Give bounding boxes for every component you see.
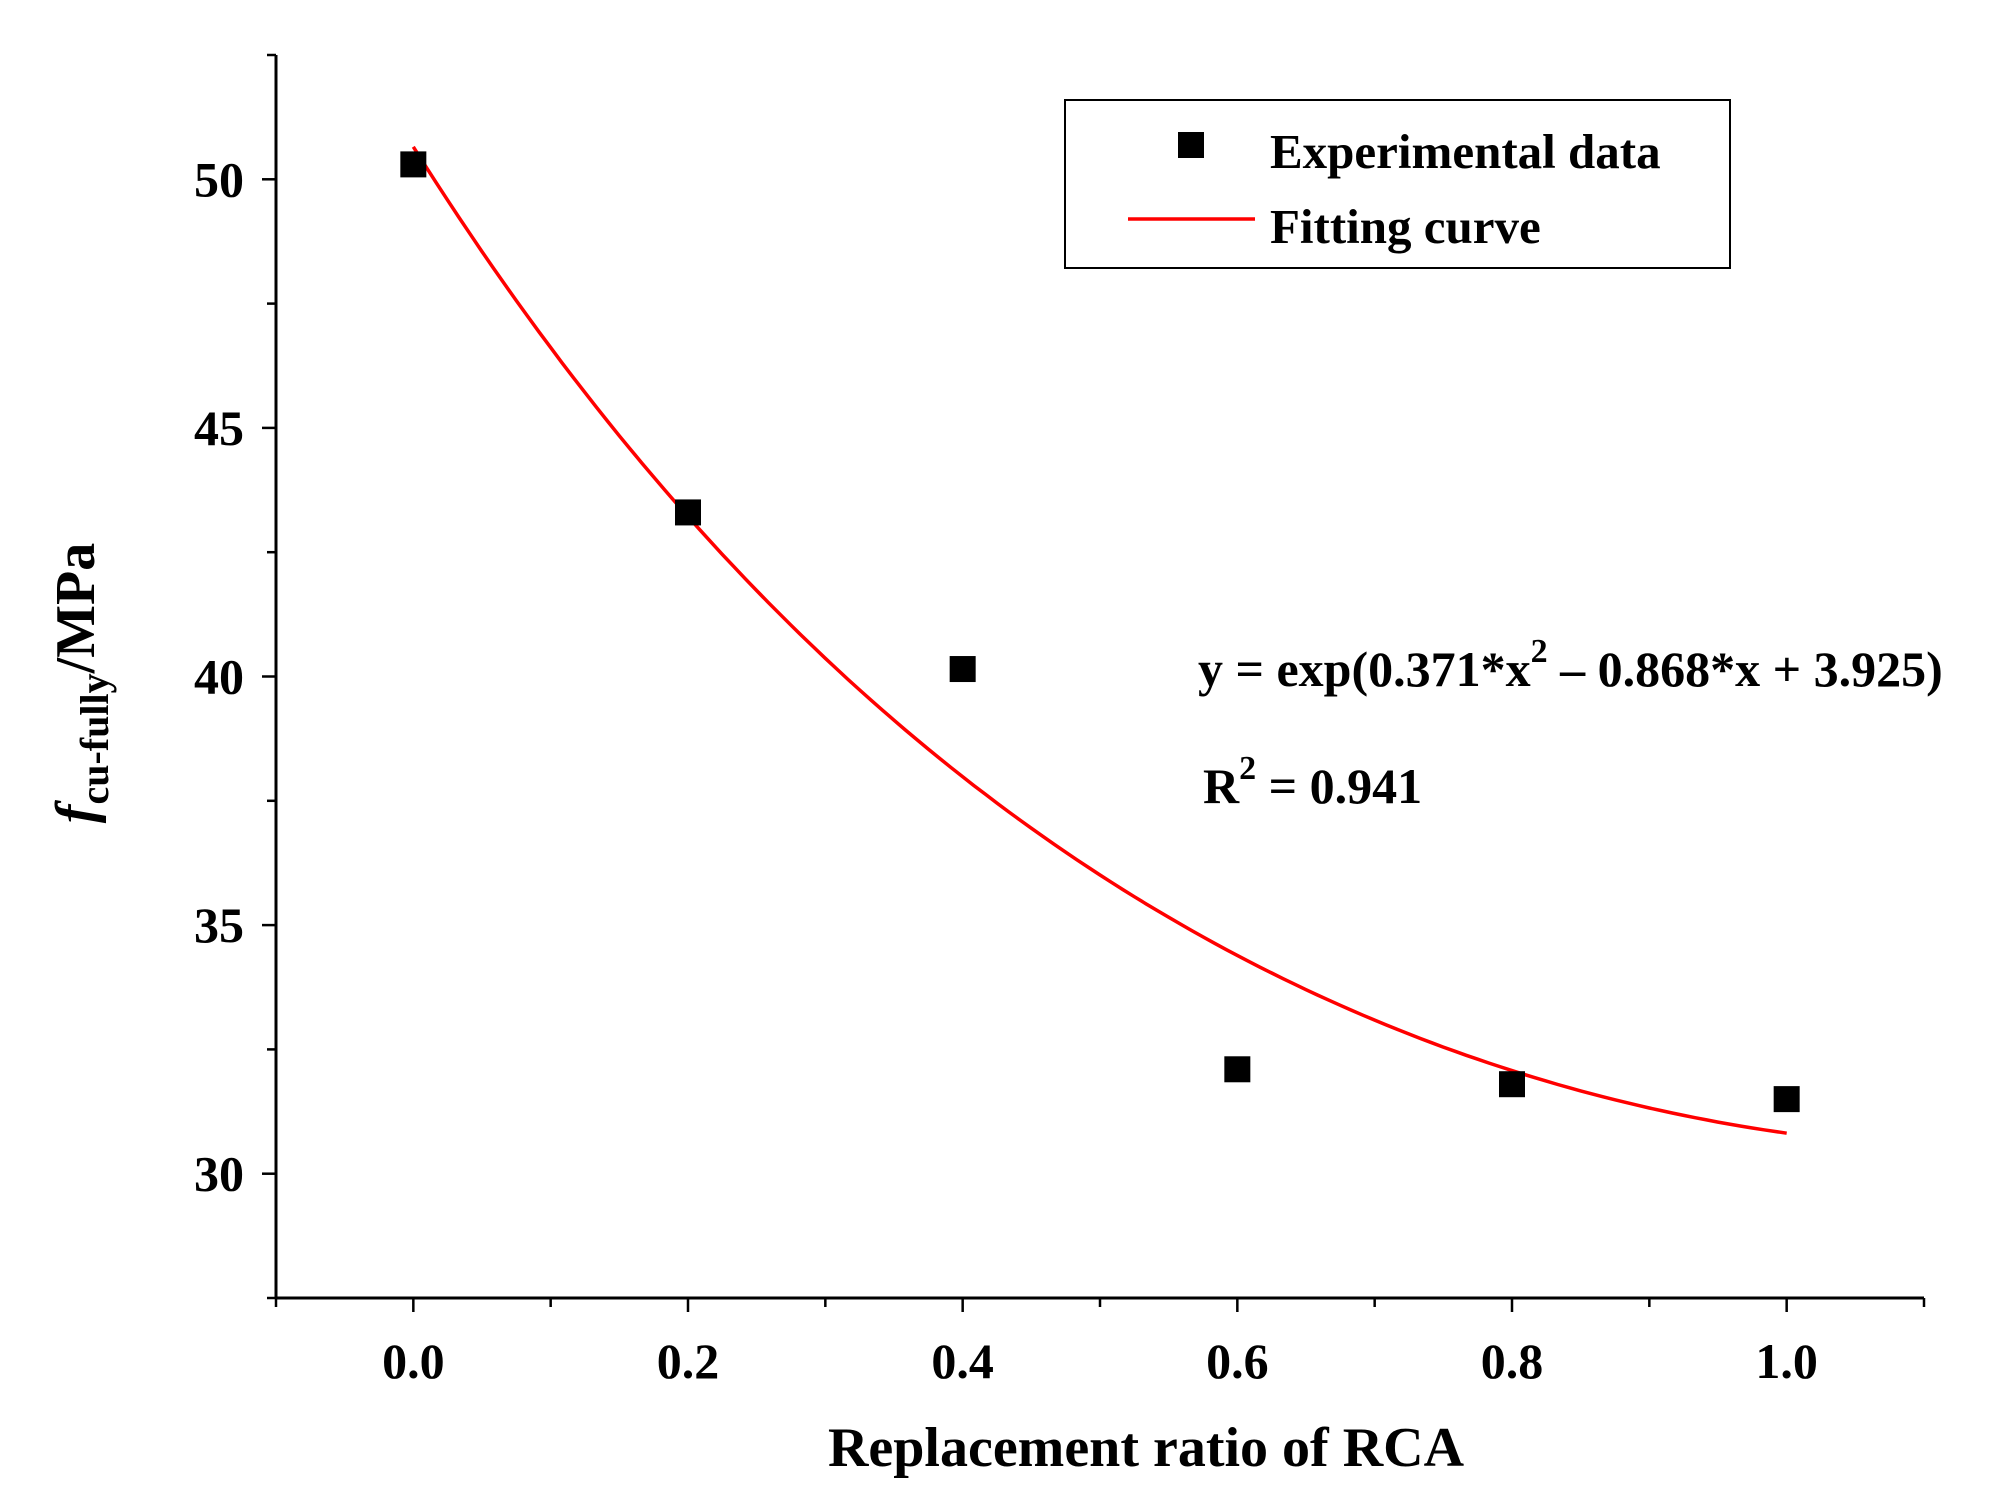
y-tick-label: 45: [194, 400, 244, 456]
experimental-data-point: [675, 499, 701, 526]
legend-label-fitting: Fitting curve: [1270, 199, 1541, 254]
equation-text-rest: – 0.868*x + 3.925): [1548, 641, 1943, 697]
x-tick-label: 0.4: [931, 1333, 994, 1389]
y-tick-label: 40: [194, 649, 244, 705]
experimental-data-point: [400, 151, 427, 178]
x-tick-label: 0.6: [1206, 1333, 1269, 1389]
legend-label-experimental: Experimental data: [1270, 124, 1661, 179]
x-axis-title: Replacement ratio of RCA: [828, 1417, 1465, 1479]
r-squared-annotation: R2 = 0.941: [1203, 750, 1422, 814]
y-axis-title: fcu-fully/MPa: [45, 543, 117, 823]
r-squared-label: R: [1203, 758, 1240, 814]
y-axis-title-subscript: cu-fully: [72, 673, 117, 804]
legend: Experimental data Fitting curve: [1064, 99, 1731, 269]
legend-marker-experimental: [1178, 132, 1204, 158]
x-tick-labels: 0.0 0.2 0.4 0.6 0.8 1.0: [382, 1333, 1818, 1389]
equation-annotation: y = exp(0.371*x2 – 0.868*x + 3.925): [1198, 633, 1943, 697]
r-squared-value: = 0.941: [1256, 758, 1422, 814]
experimental-data-point: [949, 656, 976, 683]
experimental-data-points: [400, 151, 1800, 1113]
x-tick-label: 1.0: [1755, 1333, 1818, 1389]
x-ticks: [274, 1298, 1926, 1312]
experimental-data-point: [1499, 1071, 1525, 1098]
y-axis-title-unit: /MPa: [45, 543, 107, 675]
x-tick-label: 0.8: [1481, 1333, 1544, 1389]
y-ticks: [262, 53, 276, 1300]
y-tick-labels: 30 35 40 45 50: [194, 151, 244, 1201]
fitting-curve-line: [411, 145, 1787, 1135]
equation-text: y = exp(0.371*x: [1198, 641, 1531, 697]
r-squared-superscript: 2: [1239, 750, 1256, 787]
x-tick-label: 0.2: [657, 1333, 720, 1389]
x-tick-label: 0.0: [382, 1333, 445, 1389]
legend-box: [1064, 99, 1731, 269]
y-tick-label: 30: [194, 1146, 244, 1202]
equation-superscript: 2: [1531, 633, 1548, 670]
experimental-data-point: [1224, 1056, 1251, 1083]
y-tick-label: 50: [194, 151, 244, 207]
y-tick-label: 35: [194, 897, 244, 953]
experimental-data-point: [1773, 1086, 1800, 1113]
